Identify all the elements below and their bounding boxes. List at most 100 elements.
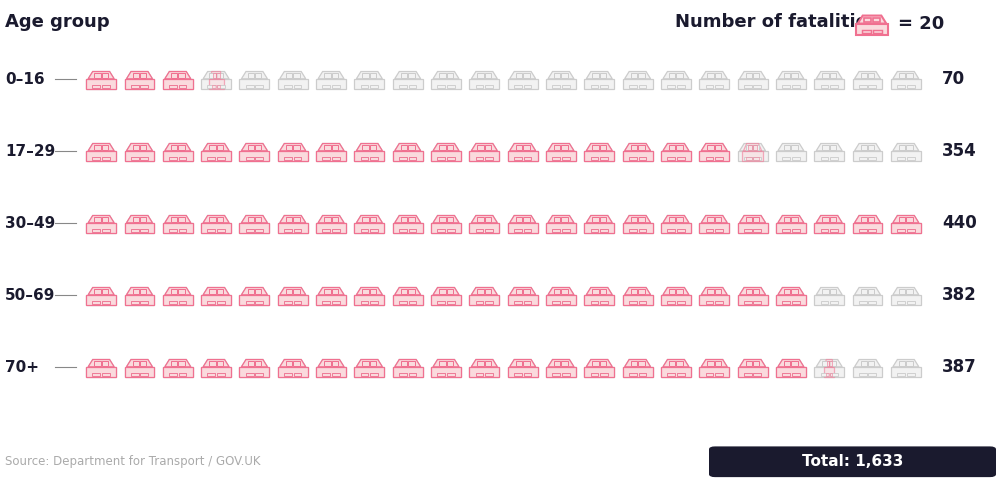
FancyBboxPatch shape — [821, 229, 828, 232]
Polygon shape — [548, 288, 574, 295]
FancyBboxPatch shape — [316, 223, 346, 233]
FancyBboxPatch shape — [125, 367, 154, 377]
FancyBboxPatch shape — [431, 151, 461, 161]
FancyBboxPatch shape — [140, 157, 148, 160]
FancyBboxPatch shape — [86, 367, 116, 377]
FancyBboxPatch shape — [324, 217, 331, 222]
FancyBboxPatch shape — [133, 217, 139, 222]
FancyBboxPatch shape — [814, 151, 844, 161]
FancyBboxPatch shape — [322, 157, 330, 160]
FancyBboxPatch shape — [554, 289, 560, 294]
FancyBboxPatch shape — [94, 145, 101, 150]
Polygon shape — [625, 144, 651, 151]
FancyBboxPatch shape — [661, 367, 691, 377]
FancyBboxPatch shape — [667, 373, 675, 376]
FancyBboxPatch shape — [332, 361, 338, 366]
FancyBboxPatch shape — [255, 217, 261, 222]
FancyBboxPatch shape — [316, 151, 346, 161]
FancyBboxPatch shape — [201, 151, 231, 161]
Polygon shape — [586, 144, 612, 151]
FancyBboxPatch shape — [248, 361, 254, 366]
Polygon shape — [126, 144, 152, 151]
Polygon shape — [356, 216, 382, 223]
FancyBboxPatch shape — [92, 301, 100, 304]
FancyBboxPatch shape — [248, 289, 254, 294]
FancyBboxPatch shape — [715, 229, 723, 232]
Polygon shape — [395, 144, 421, 151]
FancyBboxPatch shape — [477, 289, 484, 294]
FancyBboxPatch shape — [439, 361, 446, 366]
FancyBboxPatch shape — [140, 229, 148, 232]
FancyBboxPatch shape — [524, 85, 531, 88]
FancyBboxPatch shape — [439, 217, 446, 222]
FancyBboxPatch shape — [278, 295, 308, 305]
FancyBboxPatch shape — [830, 85, 838, 88]
FancyBboxPatch shape — [140, 73, 146, 78]
FancyBboxPatch shape — [546, 151, 576, 161]
FancyBboxPatch shape — [822, 73, 829, 78]
FancyBboxPatch shape — [715, 73, 721, 78]
FancyBboxPatch shape — [638, 361, 645, 366]
FancyBboxPatch shape — [125, 79, 154, 89]
FancyBboxPatch shape — [868, 217, 874, 222]
Polygon shape — [433, 144, 459, 151]
FancyBboxPatch shape — [891, 295, 921, 305]
FancyBboxPatch shape — [207, 85, 215, 88]
FancyBboxPatch shape — [248, 289, 254, 294]
FancyBboxPatch shape — [676, 361, 683, 366]
FancyBboxPatch shape — [362, 145, 369, 150]
FancyBboxPatch shape — [324, 361, 331, 366]
FancyBboxPatch shape — [600, 373, 608, 376]
FancyBboxPatch shape — [163, 151, 193, 161]
FancyBboxPatch shape — [354, 151, 384, 161]
FancyBboxPatch shape — [437, 301, 445, 304]
FancyBboxPatch shape — [677, 229, 685, 232]
FancyBboxPatch shape — [125, 79, 154, 89]
FancyBboxPatch shape — [171, 361, 177, 366]
FancyBboxPatch shape — [131, 229, 139, 232]
FancyBboxPatch shape — [294, 157, 301, 160]
FancyBboxPatch shape — [859, 301, 867, 304]
FancyBboxPatch shape — [239, 79, 269, 89]
Text: 0–16: 0–16 — [5, 72, 45, 87]
FancyBboxPatch shape — [131, 229, 139, 232]
FancyBboxPatch shape — [239, 295, 269, 305]
FancyBboxPatch shape — [393, 223, 423, 233]
FancyBboxPatch shape — [561, 73, 568, 78]
FancyBboxPatch shape — [361, 229, 368, 232]
FancyBboxPatch shape — [591, 157, 598, 160]
FancyBboxPatch shape — [102, 229, 110, 232]
FancyBboxPatch shape — [216, 73, 220, 78]
FancyBboxPatch shape — [562, 301, 570, 304]
FancyBboxPatch shape — [623, 79, 653, 89]
FancyBboxPatch shape — [784, 217, 790, 222]
Polygon shape — [740, 360, 766, 367]
FancyBboxPatch shape — [393, 295, 423, 305]
FancyBboxPatch shape — [255, 301, 263, 304]
FancyBboxPatch shape — [907, 85, 915, 88]
FancyBboxPatch shape — [753, 217, 759, 222]
FancyBboxPatch shape — [370, 361, 376, 366]
FancyBboxPatch shape — [753, 217, 759, 222]
FancyBboxPatch shape — [294, 229, 301, 232]
FancyBboxPatch shape — [821, 157, 828, 160]
FancyBboxPatch shape — [631, 361, 637, 366]
Polygon shape — [318, 216, 344, 223]
FancyBboxPatch shape — [201, 295, 231, 305]
Polygon shape — [471, 216, 497, 223]
FancyBboxPatch shape — [409, 157, 416, 160]
FancyBboxPatch shape — [399, 229, 407, 232]
FancyBboxPatch shape — [94, 289, 101, 294]
FancyBboxPatch shape — [899, 217, 905, 222]
FancyBboxPatch shape — [370, 301, 378, 304]
FancyBboxPatch shape — [907, 229, 915, 232]
FancyBboxPatch shape — [784, 289, 790, 294]
FancyBboxPatch shape — [753, 361, 759, 366]
Polygon shape — [241, 216, 267, 223]
FancyBboxPatch shape — [361, 301, 368, 304]
FancyBboxPatch shape — [439, 289, 446, 294]
FancyBboxPatch shape — [899, 73, 905, 78]
FancyBboxPatch shape — [354, 79, 384, 89]
FancyBboxPatch shape — [169, 373, 177, 376]
Polygon shape — [778, 144, 804, 151]
